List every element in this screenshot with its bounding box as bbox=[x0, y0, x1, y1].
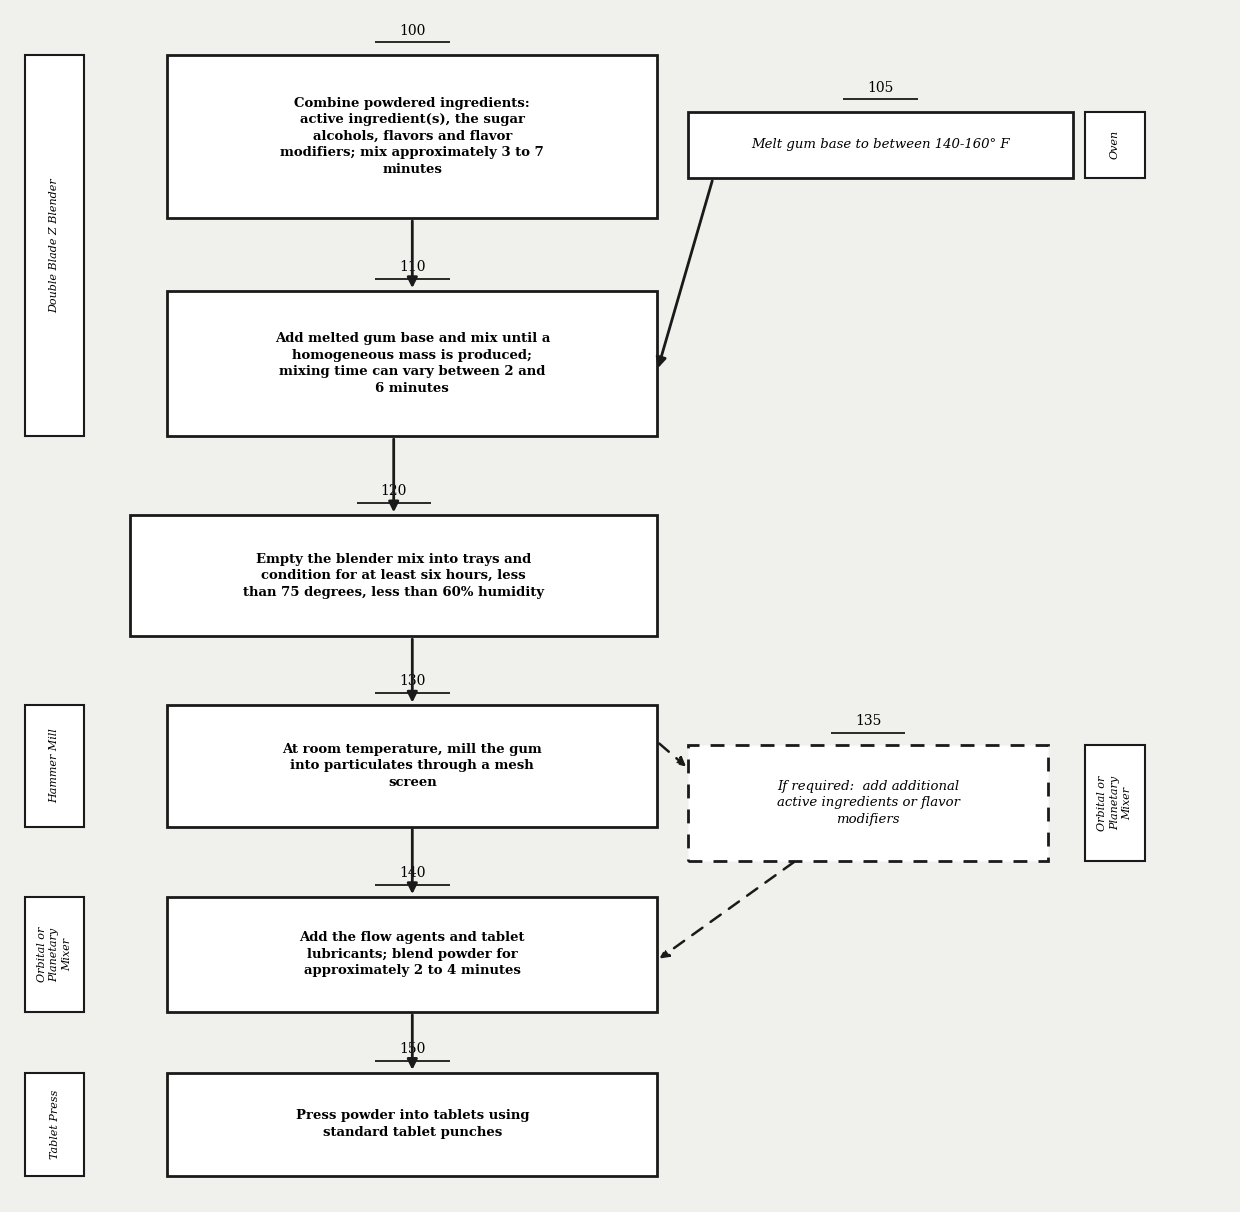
Text: 120: 120 bbox=[381, 484, 407, 498]
FancyBboxPatch shape bbox=[25, 705, 84, 827]
Text: At room temperature, mill the gum
into particulates through a mesh
screen: At room temperature, mill the gum into p… bbox=[283, 743, 542, 789]
FancyBboxPatch shape bbox=[167, 55, 657, 218]
FancyBboxPatch shape bbox=[688, 112, 1073, 178]
Text: 100: 100 bbox=[399, 23, 425, 38]
FancyBboxPatch shape bbox=[167, 897, 657, 1012]
Text: 150: 150 bbox=[399, 1041, 425, 1056]
FancyBboxPatch shape bbox=[25, 55, 84, 436]
FancyBboxPatch shape bbox=[130, 515, 657, 636]
Text: Orbital or
Planetary
Mixer: Orbital or Planetary Mixer bbox=[1097, 776, 1132, 830]
FancyBboxPatch shape bbox=[25, 897, 84, 1012]
Text: 105: 105 bbox=[867, 80, 894, 95]
Text: Melt gum base to between 140-160° F: Melt gum base to between 140-160° F bbox=[751, 138, 1009, 152]
Text: 110: 110 bbox=[399, 259, 425, 274]
Text: 135: 135 bbox=[854, 714, 882, 728]
FancyBboxPatch shape bbox=[688, 745, 1048, 861]
Text: Add the flow agents and tablet
lubricants; blend powder for
approximately 2 to 4: Add the flow agents and tablet lubricant… bbox=[300, 932, 525, 977]
FancyBboxPatch shape bbox=[167, 291, 657, 436]
Text: If required:  add additional
active ingredients or flavor
modifiers: If required: add additional active ingre… bbox=[776, 781, 960, 825]
Text: Press powder into tablets using
standard tablet punches: Press powder into tablets using standard… bbox=[295, 1109, 529, 1139]
Text: 140: 140 bbox=[399, 865, 425, 880]
FancyBboxPatch shape bbox=[167, 1073, 657, 1176]
FancyBboxPatch shape bbox=[25, 1073, 84, 1176]
Text: Tablet Press: Tablet Press bbox=[50, 1090, 60, 1159]
Text: Oven: Oven bbox=[1110, 130, 1120, 160]
Text: 130: 130 bbox=[399, 674, 425, 688]
FancyBboxPatch shape bbox=[167, 705, 657, 827]
Text: Double Blade Z Blender: Double Blade Z Blender bbox=[50, 178, 60, 313]
FancyBboxPatch shape bbox=[1085, 112, 1145, 178]
Text: Add melted gum base and mix until a
homogeneous mass is produced;
mixing time ca: Add melted gum base and mix until a homo… bbox=[274, 332, 551, 395]
Text: Combine powdered ingredients:
active ingredient(s), the sugar
alcohols, flavors : Combine powdered ingredients: active ing… bbox=[280, 97, 544, 176]
FancyBboxPatch shape bbox=[1085, 745, 1145, 861]
Text: Empty the blender mix into trays and
condition for at least six hours, less
than: Empty the blender mix into trays and con… bbox=[243, 553, 544, 599]
Text: Orbital or
Planetary
Mixer: Orbital or Planetary Mixer bbox=[37, 927, 72, 982]
Text: Hammer Mill: Hammer Mill bbox=[50, 728, 60, 804]
